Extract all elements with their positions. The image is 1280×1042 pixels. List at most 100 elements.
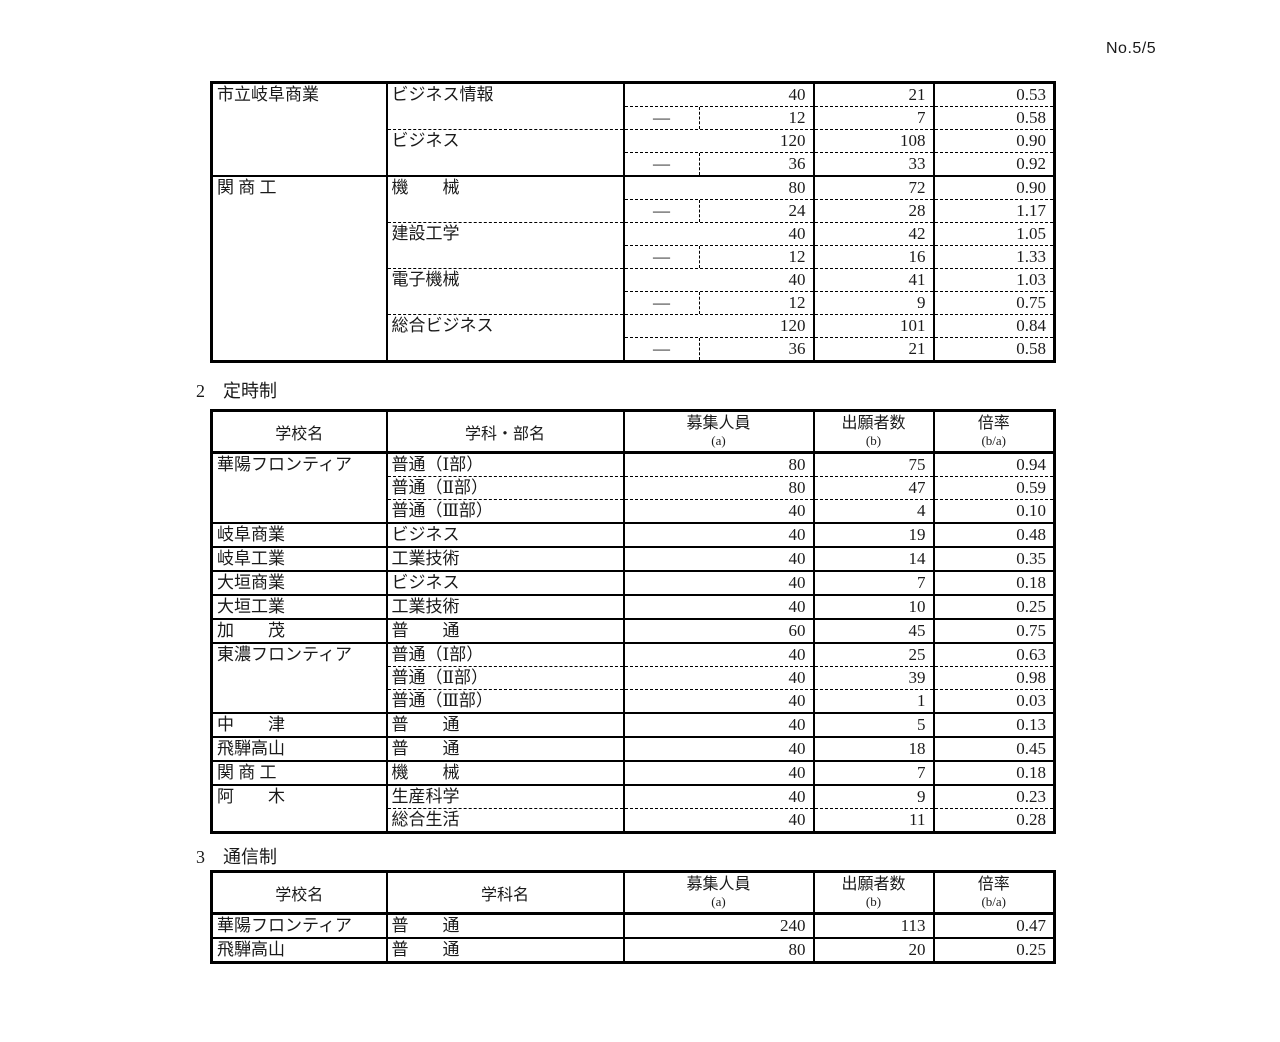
ratio-cell: 0.58 bbox=[932, 337, 1055, 362]
department-cell: 普通（Ⅱ部） bbox=[385, 475, 624, 500]
col-header-capacity-label: 募集人員 bbox=[686, 876, 751, 893]
department-cell: 普通（Ⅱ部） bbox=[385, 666, 624, 690]
table-row: 普通（Ⅲ部） 40 4 0.10 bbox=[212, 499, 1055, 524]
school-name-cell: 関 商 工 bbox=[210, 760, 387, 786]
capacity-cell: 40 bbox=[622, 546, 814, 572]
department-cell: 工業技術 bbox=[385, 546, 624, 572]
applicants-cell: 25 bbox=[812, 642, 934, 667]
ratio-cell: 0.35 bbox=[932, 546, 1055, 572]
applicants-cell: 5 bbox=[812, 712, 934, 738]
capacity-cell: — 24 bbox=[622, 199, 814, 223]
applicants-cell: 21 bbox=[812, 337, 934, 362]
table-row: 加 茂 普 通 60 45 0.75 bbox=[210, 618, 1055, 644]
ratio-cell: 0.84 bbox=[932, 314, 1055, 338]
school-name-cell: 中 津 bbox=[210, 712, 387, 738]
col-header-applicants-label: 出願者数 bbox=[841, 876, 906, 893]
applicants-cell: 7 bbox=[812, 106, 934, 130]
table-row: 普通（Ⅲ部） 40 1 0.03 bbox=[212, 689, 1055, 714]
table-row: 普通（Ⅱ部） 40 39 0.98 bbox=[212, 666, 1055, 690]
ratio-cell: 0.18 bbox=[932, 570, 1055, 596]
applicants-cell: 28 bbox=[812, 199, 934, 223]
capacity-value: 24 bbox=[788, 201, 806, 220]
department-cell: 電子機械 bbox=[385, 268, 624, 315]
department-cell: 機 械 bbox=[385, 175, 624, 223]
applicants-cell: 47 bbox=[812, 475, 934, 500]
capacity-cell: 40 bbox=[622, 712, 814, 738]
table-row: 建設工学 40 42 1.05 bbox=[212, 222, 1055, 269]
school-name-cell: 華陽フロンティア bbox=[210, 913, 387, 938]
school-name-cell: 加 茂 bbox=[210, 618, 387, 644]
table-row: — 12 16 1.33 bbox=[212, 245, 1055, 269]
applicants-cell: 7 bbox=[812, 760, 934, 786]
ratio-cell: 0.92 bbox=[932, 152, 1055, 176]
col-header-ratio-sub: (b/a) bbox=[981, 894, 1007, 909]
ratio-cell: 0.23 bbox=[932, 784, 1055, 809]
ratio-cell: 0.58 bbox=[932, 106, 1055, 130]
applicants-cell: 108 bbox=[812, 129, 934, 153]
table-row: — 12 9 0.75 bbox=[212, 291, 1055, 315]
ratio-cell: 0.18 bbox=[932, 760, 1055, 786]
ratio-cell: 0.25 bbox=[932, 937, 1055, 963]
ratio-cell: 0.94 bbox=[932, 452, 1055, 477]
capacity-cell: — 12 bbox=[622, 106, 814, 130]
ratio-cell: 0.13 bbox=[932, 712, 1055, 738]
department-cell: 総合生活 bbox=[385, 808, 624, 833]
table-row: 大垣工業 工業技術 40 10 0.25 bbox=[210, 594, 1055, 620]
school-name-cell: 大垣商業 bbox=[210, 570, 387, 596]
department-cell: 普 通 bbox=[385, 618, 624, 644]
table-row: 中 津 普 通 40 5 0.13 bbox=[210, 712, 1055, 738]
col-header-capacity-sub: (a) bbox=[711, 433, 726, 448]
capacity-cell: 40 bbox=[622, 808, 814, 833]
capacity-cell: 60 bbox=[622, 618, 814, 644]
department-cell: 普 通 bbox=[385, 937, 624, 963]
applicants-cell: 42 bbox=[812, 222, 934, 246]
dash-mark: — bbox=[626, 292, 700, 314]
ratio-cell: 1.17 bbox=[932, 199, 1055, 223]
capacity-cell: 40 bbox=[622, 594, 814, 620]
capacity-value: 12 bbox=[788, 247, 806, 266]
department-cell: 普通（Ⅰ部） bbox=[385, 452, 624, 477]
ratio-cell: 0.75 bbox=[932, 618, 1055, 644]
capacity-cell: 40 bbox=[622, 570, 814, 596]
ratio-cell: 0.59 bbox=[932, 475, 1055, 500]
col-header-capacity: 募集人員 (a) bbox=[622, 410, 814, 454]
capacity-value: 36 bbox=[788, 154, 806, 173]
department-cell: ビジネス bbox=[385, 570, 624, 596]
table-row: 総合生活 40 11 0.28 bbox=[212, 808, 1055, 833]
ratio-cell: 0.28 bbox=[932, 808, 1055, 833]
applicants-cell: 72 bbox=[812, 175, 934, 200]
table-row: 岐阜商業 ビジネス 40 19 0.48 bbox=[210, 522, 1055, 548]
ratio-cell: 0.75 bbox=[932, 291, 1055, 315]
applicants-cell: 20 bbox=[812, 937, 934, 963]
table-row: 岐阜工業 工業技術 40 14 0.35 bbox=[210, 546, 1055, 572]
page-number: No.5/5 bbox=[1106, 40, 1157, 57]
department-cell: 普 通 bbox=[385, 913, 624, 938]
col-header-department: 学科・部名 bbox=[385, 410, 624, 454]
department-cell: ビジネス bbox=[385, 522, 624, 548]
ratio-cell: 0.48 bbox=[932, 522, 1055, 548]
table-row: ビジネス 120 108 0.90 bbox=[212, 129, 1055, 176]
ratio-cell: 1.03 bbox=[932, 268, 1055, 292]
table-row: 東濃フロンティア 普通（Ⅰ部） 40 25 0.63 bbox=[210, 642, 1055, 714]
department-cell: 普 通 bbox=[385, 712, 624, 738]
correspondence-table: 学校名 学科名 募集人員 (a) 出願者数 (b) 倍率 (b/a) 華陽フロンティア… bbox=[210, 870, 1056, 964]
table-row: 大垣商業 ビジネス 40 7 0.18 bbox=[210, 570, 1055, 596]
table-row: 飛騨高山 普 通 40 18 0.45 bbox=[210, 736, 1055, 762]
table-row: — 12 7 0.58 bbox=[212, 106, 1055, 130]
capacity-cell: 120 bbox=[622, 129, 814, 153]
applicants-cell: 18 bbox=[812, 736, 934, 762]
school-name-cell: 阿 木 bbox=[210, 784, 387, 833]
dash-mark: — bbox=[626, 200, 700, 222]
capacity-cell: — 12 bbox=[622, 291, 814, 315]
applicants-cell: 113 bbox=[812, 913, 934, 938]
table-row: 飛騨高山 普 通 80 20 0.25 bbox=[210, 937, 1055, 963]
dash-mark: — bbox=[626, 338, 700, 360]
school-name-cell: 岐阜工業 bbox=[210, 546, 387, 572]
capacity-cell: 40 bbox=[622, 82, 814, 107]
capacity-cell: 80 bbox=[622, 452, 814, 477]
capacity-cell: 80 bbox=[622, 175, 814, 200]
department-cell: 建設工学 bbox=[385, 222, 624, 269]
capacity-cell: — 36 bbox=[622, 337, 814, 362]
col-header-ratio-label: 倍率 bbox=[977, 415, 1010, 432]
department-cell: 普通（Ⅰ部） bbox=[385, 642, 624, 667]
